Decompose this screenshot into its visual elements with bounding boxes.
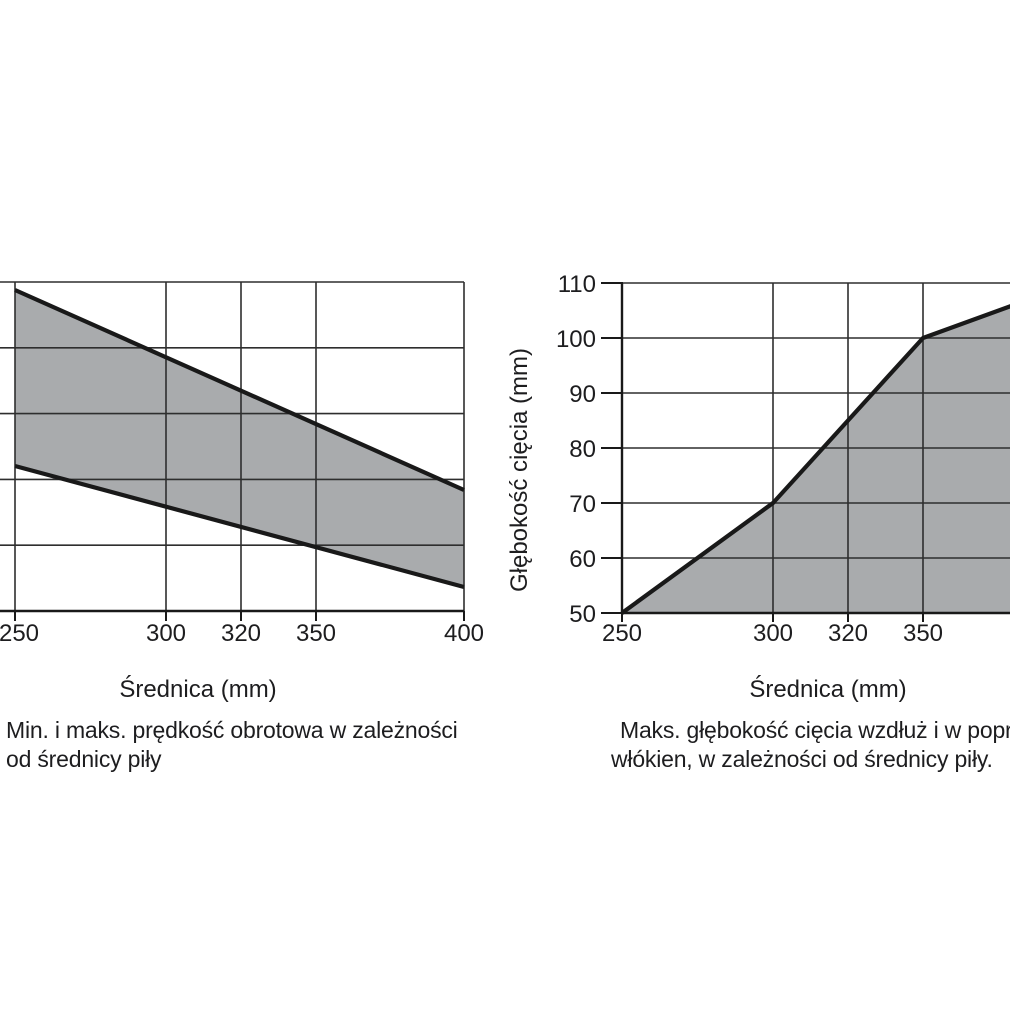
left-chart-max-speed-line (14, 288, 465, 492)
left-chart-x-tick-label: 300 (146, 620, 186, 647)
right-chart-depth-line (620, 304, 1010, 615)
left-chart-x-axis-label: Średnica (mm) (119, 675, 276, 703)
right-chart-caption: Maks. głębokość cięcia wzdłuż i w poprze… (611, 716, 1010, 774)
left-chart-x-tick-label: 400 (444, 620, 484, 647)
right-chart-y-tick-label: 110 (558, 271, 596, 298)
left-chart-caption: Min. i maks. prędkość obrotowa w zależno… (6, 716, 458, 774)
right-chart-y-tick-label: 100 (556, 326, 596, 353)
right-chart-area-fill (622, 306, 1010, 613)
right-chart-y-tick-label: 50 (569, 601, 596, 628)
right-chart-x-tick-label: 300 (753, 620, 793, 647)
left-chart-x-tick-label: 350 (296, 620, 336, 647)
left-chart-caption-line2: od średnicy piły (6, 746, 162, 772)
right-chart-caption-line2: włókien, w zależności od średnicy piły. (611, 746, 993, 772)
left-chart-min-speed-line (14, 463, 465, 590)
left-chart-x-tick-label: 250 (0, 620, 39, 647)
left-chart-x-tick-label: 320 (221, 620, 261, 647)
right-chart-x-axis-label: Średnica (mm) (749, 675, 906, 703)
right-chart-x-tick-label: 350 (903, 620, 943, 647)
left-chart-caption-line1: Min. i maks. prędkość obrotowa w zależno… (6, 717, 458, 743)
right-chart-y-tick-label: 60 (569, 546, 596, 573)
right-chart-y-tick-label: 90 (569, 381, 596, 408)
right-chart-y-tick-label: 70 (569, 491, 596, 518)
right-chart-x-tick-label: 320 (828, 620, 868, 647)
right-chart-caption-line1: Maks. głębokość cięcia wzdłuż i w poprze… (620, 717, 1010, 743)
left-chart-band-fill (15, 290, 464, 587)
right-chart-y-axis-label: Głębokość cięcia (mm) (506, 348, 533, 592)
right-chart-y-tick-label: 80 (569, 436, 596, 463)
right-chart-x-tick-label: 250 (602, 620, 642, 647)
